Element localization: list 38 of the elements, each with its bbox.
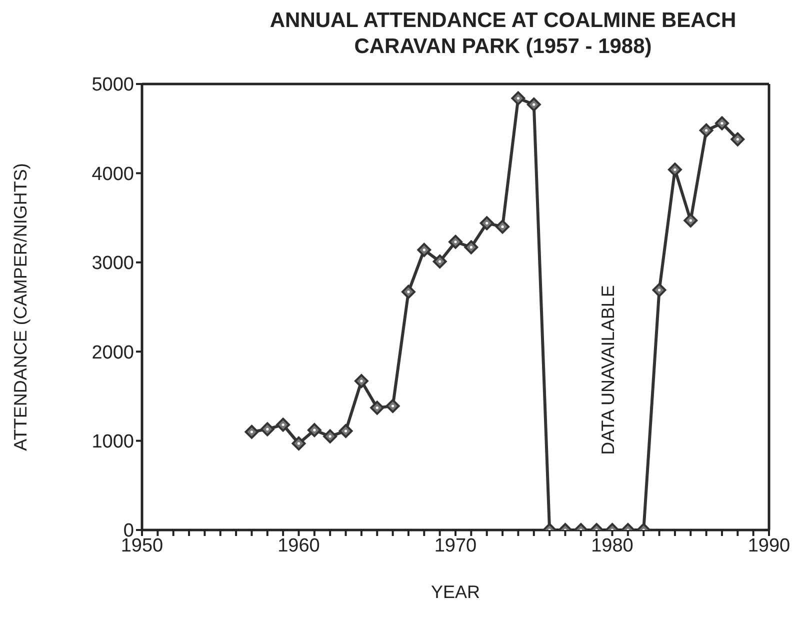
point [354,374,368,388]
point [292,436,306,450]
chart-title: ANNUAL ATTENDANCE AT COALMINE BEACH CARAVAN PARK (1957 - 1988) [268,8,738,60]
point [480,216,494,230]
x-tick-label: 1970 [434,535,477,556]
point [464,240,478,254]
point [699,123,714,138]
y-tick-label: 4000 [92,164,134,185]
point [370,400,384,415]
point [668,162,682,177]
y-tick-label: 2000 [92,342,134,364]
point [244,424,259,439]
x-tick-label: 1990 [748,535,790,556]
point [307,423,322,438]
y-axis-title: ATTENDANCE (CAMPER/NIGHTS) [10,163,30,451]
point [511,91,526,106]
annotation: DATA UNAVAILABLE [597,284,619,457]
point [496,220,510,234]
x-axis-title: YEAR [430,582,480,602]
y-tick-label: 3000 [92,253,134,274]
x-tick-label: 1980 [591,535,634,556]
y-tick-label: 5000 [92,74,134,96]
x-tick-label: 1960 [278,535,320,556]
point [684,213,698,228]
point [260,422,274,436]
point [401,284,416,299]
point [714,116,729,130]
point [386,399,400,414]
y-tick-label: 1000 [92,432,134,453]
point [417,242,432,257]
point [652,283,666,298]
point [276,418,290,432]
point [323,429,338,444]
point [448,234,462,249]
point [526,98,541,112]
point [730,132,745,146]
point [338,424,353,438]
point [432,254,447,269]
